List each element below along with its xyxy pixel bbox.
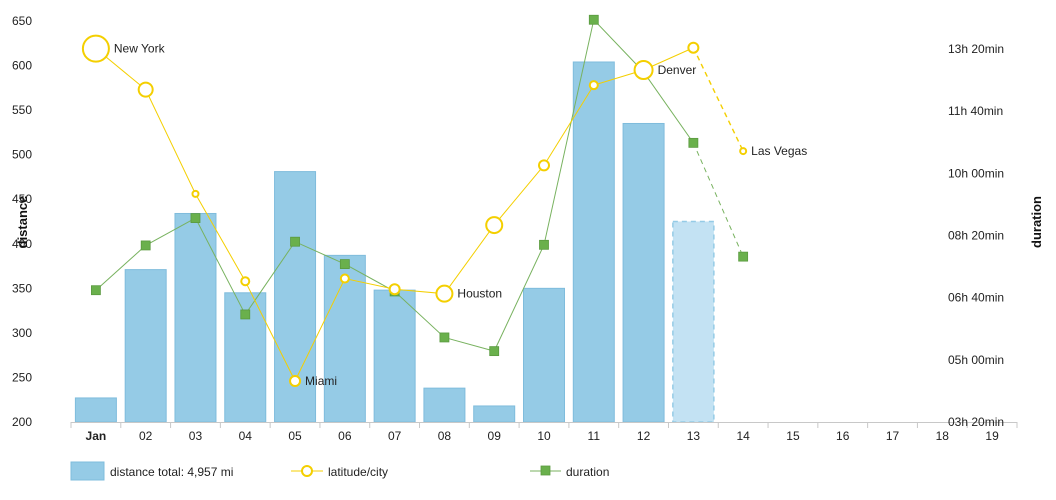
distance-bar[interactable] [622,122,665,423]
legend-item-duration[interactable]: duration [530,465,609,479]
city-label: Houston [457,287,502,301]
legend-label: latitude/city [328,465,388,479]
y-right-tick-label: 06h 40min [948,291,1004,305]
duration-point[interactable] [688,137,699,148]
latitude-point[interactable] [588,80,599,91]
x-tick-label: 07 [388,429,402,443]
latitude-point[interactable] [289,375,302,388]
duration-point[interactable] [90,285,101,296]
y-right-tick-label: 08h 20min [948,228,1004,242]
y-left-tick-label: 550 [12,103,32,117]
y-right-tick-label: 11h 40min [948,104,1003,118]
duration-point[interactable] [489,346,500,357]
legend-item-distance[interactable]: distance total: 4,957 mi [70,461,233,481]
y-left-tick-label: 250 [12,370,32,384]
legend-label: duration [566,465,609,479]
duration-point[interactable] [290,236,300,247]
duration-point[interactable] [240,309,251,320]
axes-layer: Jan 02 03 04 05 06 07 08 09 10 11 12 13 14 15 16 17 18 19 2… [12,14,1044,443]
labels-layer: New York Miami Houston Denver Las Vegas [114,42,807,388]
city-label: Las Vegas [751,144,807,158]
y-left-tick-label: 300 [12,326,32,340]
legend-swatch-bar [70,461,105,481]
distance-bar[interactable] [572,61,615,423]
distance-bar[interactable] [473,405,516,423]
latitude-point[interactable] [137,81,154,98]
x-tick-label: 15 [786,429,800,443]
latitude-point[interactable] [339,273,350,284]
legend-label: distance total: 4,957 mi [110,465,233,479]
y-right-tick-label: 05h 00min [948,353,1004,367]
distance-bar[interactable] [124,269,167,423]
duration-point[interactable] [588,14,599,25]
distance-bars-layer [74,61,715,423]
distance-bar[interactable] [423,387,466,423]
y-left-axis-title: distance [15,196,30,249]
y-right-axis-title: duration [1029,196,1044,248]
latitude-line-projected [692,47,744,152]
x-tick-label: 11 [588,429,601,443]
x-tick-label: 13 [687,429,701,443]
duration-line-projected [692,142,744,257]
legend-item-latitude[interactable]: latitude/city [291,465,388,479]
distance-bar[interactable] [373,289,416,423]
duration-point[interactable] [738,251,749,262]
duration-point[interactable] [339,259,350,269]
duration-point[interactable] [190,213,201,223]
y-left-tick-label: 500 [12,148,32,162]
distance-bar[interactable] [672,220,715,423]
latitude-point[interactable] [739,147,748,156]
y-right-tick-label: 03h 20min [948,415,1004,429]
x-tick-label: 14 [736,429,750,443]
y-left-tick-label: 400 [12,237,32,251]
x-tick-label: 05 [288,429,302,443]
latitude-point[interactable] [388,283,401,296]
distance-bar[interactable] [174,212,217,423]
distance-bar[interactable] [74,397,117,423]
x-tick-label: 04 [239,429,253,443]
y-right-tick-label: 13h 20min [948,42,1004,56]
lines-layer [81,14,749,388]
y-left-tick-label: 650 [12,14,32,28]
latitude-point[interactable] [81,34,110,63]
legend[interactable]: distance total: 4,957 mi latitude/city dur… [70,461,609,481]
latitude-point[interactable] [687,41,700,54]
latitude-point[interactable] [633,60,654,81]
legend-swatch-marker [301,465,313,477]
y-left-tick-label: 200 [12,415,32,429]
latitude-point[interactable] [240,276,251,287]
y-left-tick-label: 450 [12,192,32,206]
x-tick-label: 12 [637,429,651,443]
latitude-point[interactable] [435,284,454,303]
x-tick-label: 09 [488,429,502,443]
y-left-tick-label: 600 [12,59,32,73]
city-label: Denver [658,63,697,77]
distance-bar[interactable] [523,287,565,423]
latitude-point[interactable] [538,159,550,172]
y-left-tick-label: 350 [12,281,32,295]
legend-swatch-marker [540,465,551,476]
city-label: New York [114,42,166,56]
x-tick-label: 19 [985,429,999,443]
latitude-point[interactable] [191,189,200,198]
x-tick-label: 16 [836,429,850,443]
x-tick-label: 17 [886,429,900,443]
x-tick-label: 08 [438,429,452,443]
x-tick-label: 18 [936,429,950,443]
duration-point[interactable] [539,239,549,250]
x-tick-label: 02 [139,429,153,443]
x-tick-label: 10 [537,429,551,443]
x-tick-label: 06 [338,429,352,443]
duration-point[interactable] [140,240,151,251]
x-tick-label: Jan [86,429,107,443]
x-tick-label: 03 [189,429,203,443]
city-label: Miami [305,374,337,388]
duration-point[interactable] [439,332,450,343]
latitude-point[interactable] [485,216,504,235]
y-right-tick-label: 10h 00min [948,166,1004,180]
